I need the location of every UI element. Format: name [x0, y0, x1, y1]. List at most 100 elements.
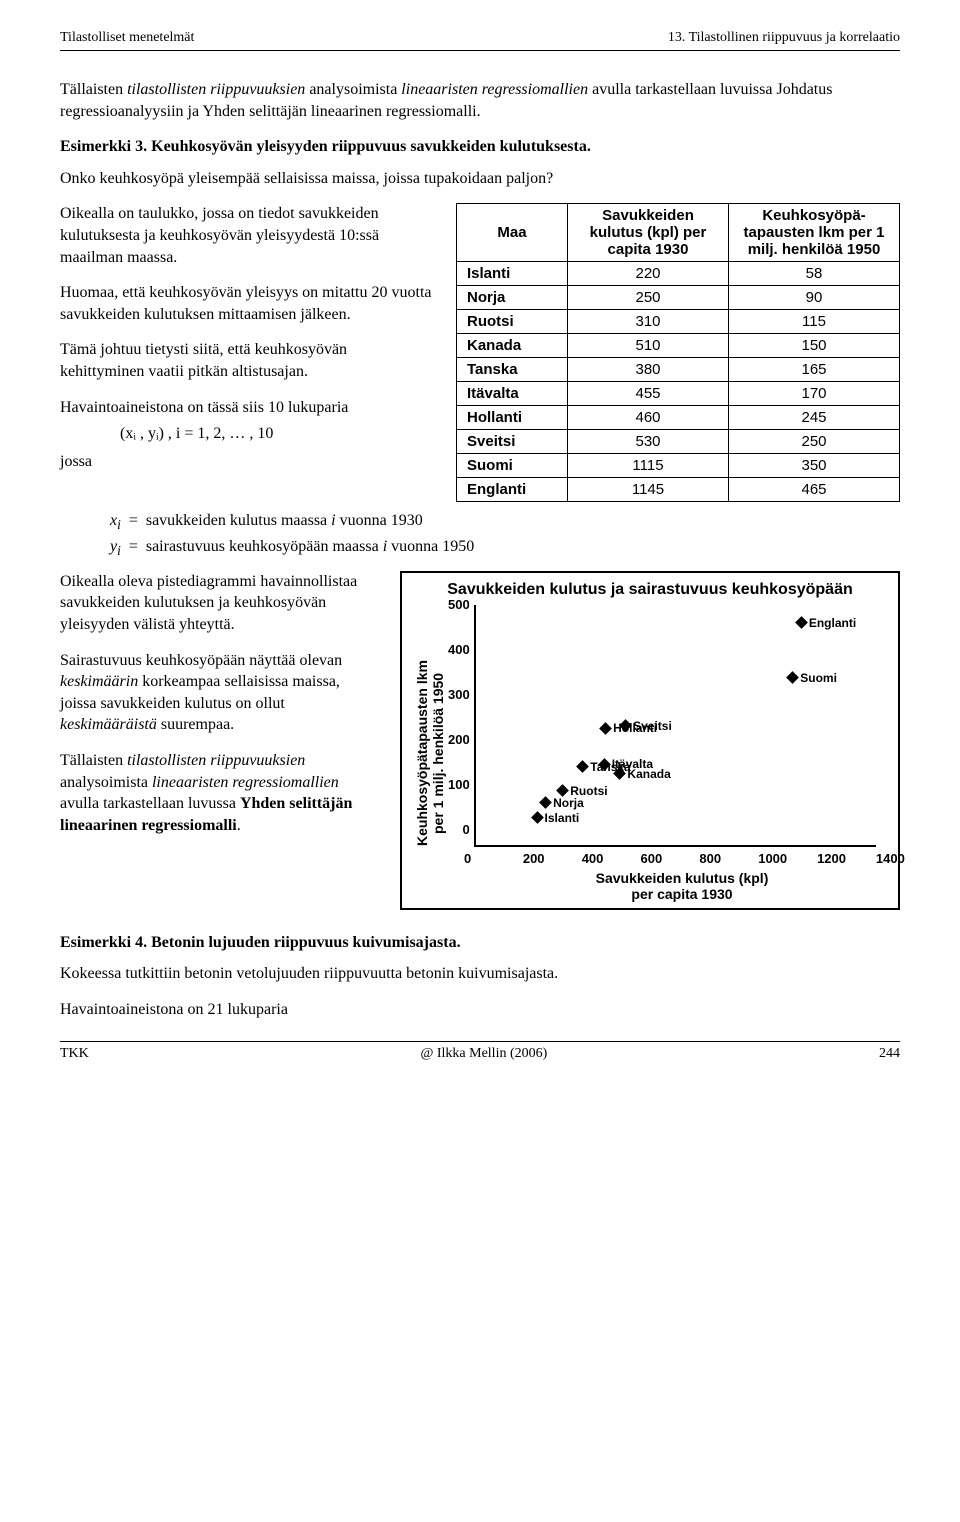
chart-point: Ruotsi: [558, 784, 607, 798]
chart-plot-area: IslantiNorjaRuotsiKanadaTanskaItävaltaHo…: [474, 605, 876, 847]
cell-x: 380: [568, 358, 729, 382]
ytick: 0: [462, 822, 469, 837]
ex3-p1: Oikealla on taulukko, jossa on tiedot sa…: [60, 203, 434, 268]
chart-title: Savukkeiden kulutus ja sairastuvuus keuh…: [412, 581, 888, 599]
table-header-row: Maa Savukkeiden kulutus (kpl) per capita…: [457, 204, 900, 262]
table-row: Itävalta455170: [457, 382, 900, 406]
xi-definition: xi = savukkeiden kulutus maassa i vuonna…: [110, 512, 900, 533]
data-table: Maa Savukkeiden kulutus (kpl) per capita…: [456, 203, 900, 502]
point-label: Suomi: [800, 671, 837, 685]
cell-x: 455: [568, 382, 729, 406]
example3-question: Onko keuhkosyöpä yleisempää sellaisissa …: [60, 168, 900, 190]
cell-y: 170: [729, 382, 900, 406]
diamond-icon: [539, 796, 552, 809]
cell-y: 90: [729, 286, 900, 310]
header-left: Tilastolliset menetelmät: [60, 30, 194, 46]
cell-x: 530: [568, 430, 729, 454]
point-label: Sveitsi: [633, 719, 672, 733]
diamond-icon: [599, 722, 612, 735]
th-country: Maa: [457, 204, 568, 262]
cell-country: Suomi: [457, 454, 568, 478]
cell-x: 1115: [568, 454, 729, 478]
ex3-equation: (xᵢ , yᵢ) , i = 1, 2, … , 10: [120, 424, 434, 445]
cell-y: 165: [729, 358, 900, 382]
cell-y: 115: [729, 310, 900, 334]
top-rule: [60, 50, 900, 51]
ytick: 500: [448, 597, 470, 612]
point-label: Islanti: [545, 811, 580, 825]
th-x: Savukkeiden kulutus (kpl) per capita 193…: [568, 204, 729, 262]
ytick: 200: [448, 732, 470, 747]
table-row: Norja25090: [457, 286, 900, 310]
cell-country: Islanti: [457, 262, 568, 286]
cell-x: 510: [568, 334, 729, 358]
diamond-icon: [531, 812, 544, 825]
chart-point: Sveitsi: [621, 719, 672, 733]
footer-center: @ Ilkka Mellin (2006): [420, 1046, 547, 1062]
ex4-p2: Havaintoaineistona on 21 lukuparia: [60, 999, 900, 1021]
table-row: Islanti22058: [457, 262, 900, 286]
diamond-icon: [786, 671, 799, 684]
intro-paragraph: Tällaisten tilastollisten riippuvuuksien…: [60, 79, 900, 122]
cell-y: 150: [729, 334, 900, 358]
cell-y: 350: [729, 454, 900, 478]
point-label: Englanti: [809, 616, 856, 630]
cell-country: Tanska: [457, 358, 568, 382]
chart-yticks: 5004003002001000: [448, 597, 474, 837]
point-label: Norja: [553, 796, 584, 810]
point-label: Itävalta: [612, 757, 653, 771]
table-row: Hollanti460245: [457, 406, 900, 430]
cell-country: Ruotsi: [457, 310, 568, 334]
scatter-chart: Savukkeiden kulutus ja sairastuvuus keuh…: [400, 571, 900, 910]
header-right: 13. Tilastollinen riippuvuus ja korrelaa…: [668, 30, 900, 46]
cell-x: 1145: [568, 478, 729, 502]
diamond-icon: [795, 616, 808, 629]
ex3-p6: Sairastuvuus keuhkosyöpään näyttää oleva…: [60, 650, 378, 736]
page-footer: TKK @ Ilkka Mellin (2006) 244: [60, 1046, 900, 1062]
chart-xticks: 0200400600800100012001400: [476, 851, 888, 866]
table-row: Kanada510150: [457, 334, 900, 358]
cell-x: 460: [568, 406, 729, 430]
th-y: Keuhkosyöpä-tapausten lkm per 1 milj. he…: [729, 204, 900, 262]
chart-point: Suomi: [788, 671, 837, 685]
cell-y: 245: [729, 406, 900, 430]
ytick: 400: [448, 642, 470, 657]
cell-country: Sveitsi: [457, 430, 568, 454]
example3-title: Esimerkki 3. Keuhkosyövän yleisyyden rii…: [60, 136, 900, 158]
ex3-p2: Huomaa, että keuhkosyövän yleisyys on mi…: [60, 282, 434, 325]
footer-left: TKK: [60, 1046, 89, 1062]
cell-x: 220: [568, 262, 729, 286]
cell-y: 58: [729, 262, 900, 286]
diamond-icon: [556, 784, 569, 797]
table-row: Ruotsi310115: [457, 310, 900, 334]
cell-x: 310: [568, 310, 729, 334]
yi-definition: yi = sairastuvuus keuhkosyöpään maassa i…: [110, 538, 900, 559]
page-header: Tilastolliset menetelmät 13. Tilastollin…: [60, 30, 900, 46]
table-row: Sveitsi530250: [457, 430, 900, 454]
diamond-icon: [598, 758, 611, 771]
table-row: Tanska380165: [457, 358, 900, 382]
point-label: Ruotsi: [570, 784, 607, 798]
chart-xlabel: Savukkeiden kulutus (kpl)per capita 1930: [476, 870, 888, 902]
diamond-icon: [576, 760, 589, 773]
ex3-p4: Havaintoaineistona on tässä siis 10 luku…: [60, 397, 434, 419]
cell-x: 250: [568, 286, 729, 310]
cell-country: Norja: [457, 286, 568, 310]
chart-point: Norja: [541, 796, 584, 810]
diamond-icon: [619, 719, 632, 732]
chart-point: Islanti: [533, 811, 580, 825]
chart-point: Itävalta: [600, 757, 653, 771]
table-row: Englanti1145465: [457, 478, 900, 502]
cell-y: 465: [729, 478, 900, 502]
ex4-p1: Kokeessa tutkittiin betonin vetolujuuden…: [60, 963, 900, 985]
ex3-p7: Tällaisten tilastollisten riippuvuuksien…: [60, 750, 378, 836]
ytick: 300: [448, 687, 470, 702]
footer-right: 244: [879, 1046, 900, 1062]
cell-country: Kanada: [457, 334, 568, 358]
table-row: Suomi1115350: [457, 454, 900, 478]
cell-y: 250: [729, 430, 900, 454]
example4-title: Esimerkki 4. Betonin lujuuden riippuvuus…: [60, 932, 900, 954]
ex3-jossa: jossa: [60, 451, 434, 473]
cell-country: Hollanti: [457, 406, 568, 430]
cell-country: Itävalta: [457, 382, 568, 406]
